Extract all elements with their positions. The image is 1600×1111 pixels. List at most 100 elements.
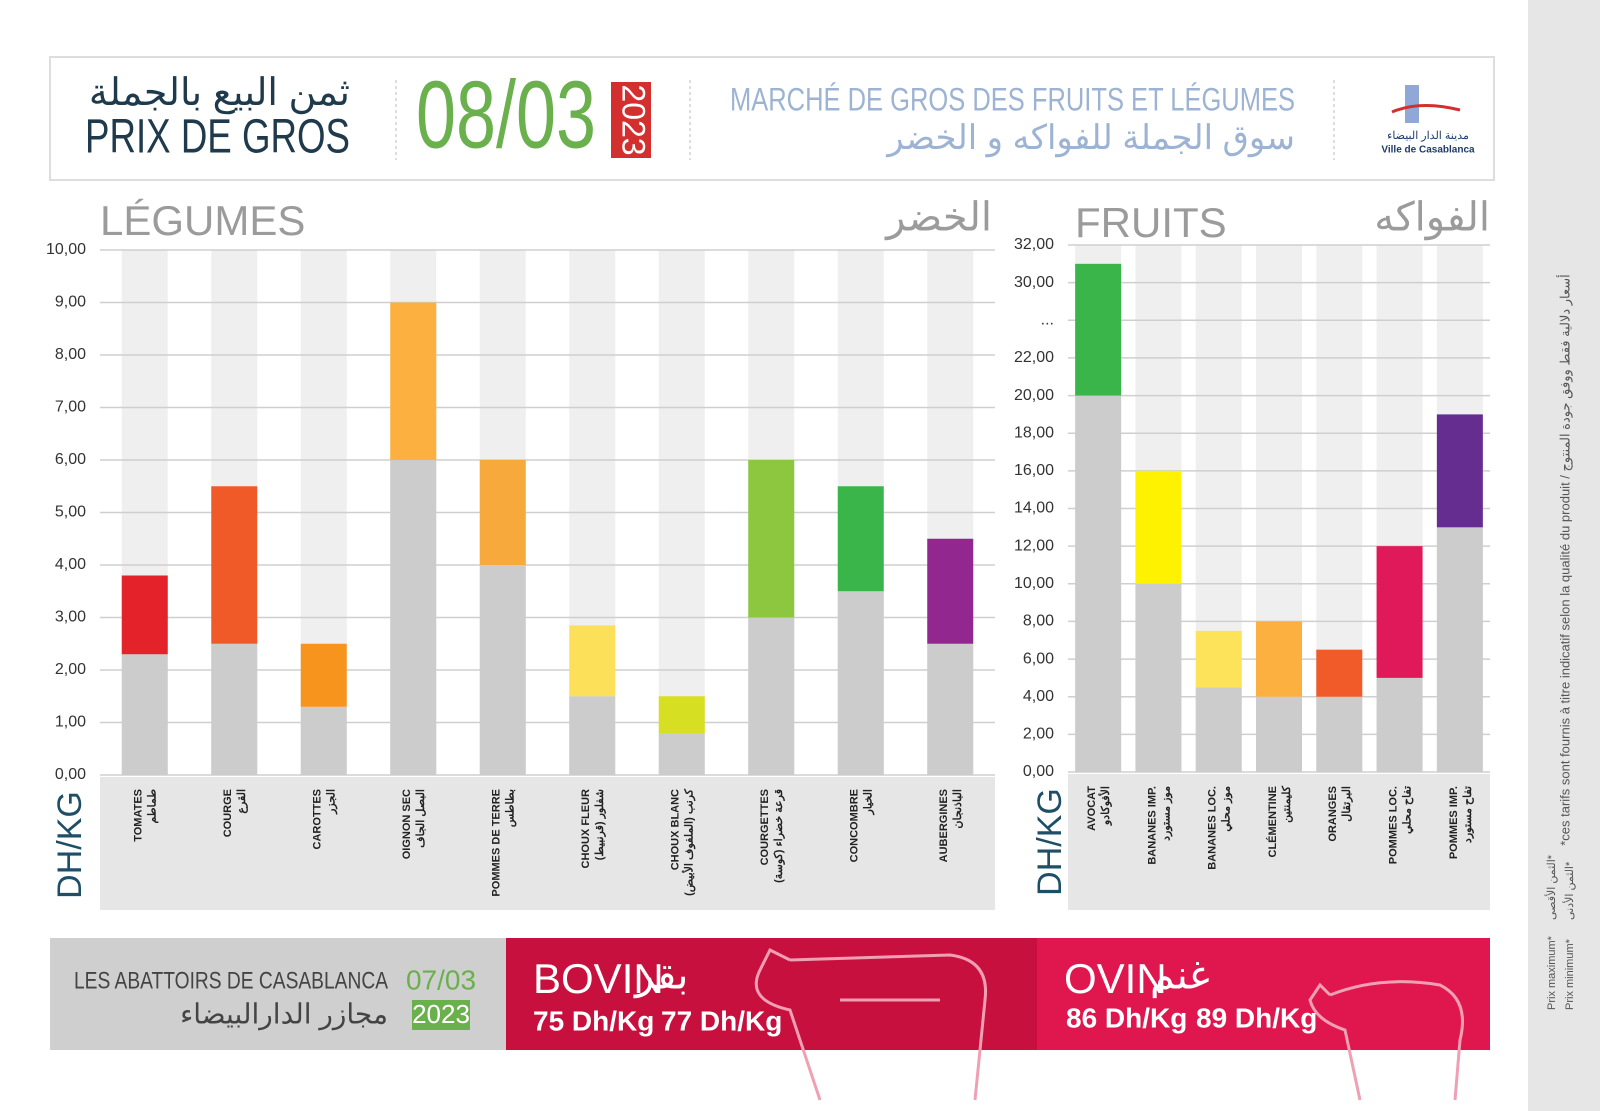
abattoirs-panel [50, 938, 506, 1050]
chart-title: FRUITS [1075, 199, 1227, 246]
category-label: CHOUX BLANC [670, 789, 682, 870]
bovin-panel [506, 938, 1037, 1050]
category-label: BANANES LOC. [1207, 786, 1219, 870]
header-box [49, 56, 1495, 181]
category-label-ar: البرتقال [1341, 786, 1353, 822]
meat-year: 2023 [412, 999, 470, 1029]
year-box [611, 82, 651, 158]
legend-max-ar: الثمن الأقصى* [1544, 854, 1558, 920]
y-tick-label: 12,00 [1014, 537, 1054, 554]
category-label-ar: تفاح مستورد [1462, 786, 1474, 843]
ovin-fr: OVIN [1064, 955, 1167, 1002]
unit-label: DH/KG [51, 791, 89, 899]
min-bar [390, 460, 437, 775]
category-label: COURGE [222, 789, 234, 837]
abattoirs-ar: مجازر الدارالبيضاء [180, 998, 388, 1030]
max-bar [1376, 546, 1423, 678]
max-bar [1195, 630, 1242, 688]
category-label-ar: تفاح محلي [1401, 786, 1414, 834]
ovin-ar: غنم [1150, 954, 1210, 999]
min-bar [300, 706, 347, 775]
max-bar [300, 643, 347, 707]
header-date: 08/03 [416, 61, 596, 168]
y-tick-label: 1,00 [55, 714, 86, 731]
y-tick-label: ... [1041, 312, 1054, 329]
category-label: AUBERGINES [938, 789, 950, 862]
max-bar [1075, 263, 1122, 396]
min-bar [1075, 395, 1122, 772]
category-label-ar: قرعة خضراء (كوسة) [773, 789, 785, 883]
category-label-ar: البصل الجاف [415, 789, 427, 848]
category-label: BANANES IMP. [1146, 786, 1158, 865]
y-tick-label: 4,00 [1023, 688, 1054, 705]
category-label-ar: الأفوكادو [1098, 786, 1112, 826]
max-bar [479, 460, 526, 565]
y-tick-label: 0,00 [55, 766, 86, 783]
category-label: ORANGES [1327, 786, 1339, 842]
logo-ar: مدينة الدار البيضاء [1387, 130, 1469, 142]
category-label-ar: الجزر [326, 789, 338, 815]
side-note: *ces tarifs sont fournis à titre indicat… [1556, 274, 1573, 846]
cow-outline [754, 947, 988, 1101]
y-tick-label: 2,00 [55, 661, 86, 678]
min-bar [121, 654, 168, 775]
y-tick-label: 7,00 [55, 399, 86, 416]
side-strip [1528, 0, 1600, 1111]
category-label-ar: كرنب (الملفوف الأبيض) [682, 788, 696, 896]
max-bar [211, 486, 258, 644]
y-tick-label: 5,00 [55, 504, 86, 521]
y-tick-label: 10,00 [46, 241, 86, 258]
abattoirs-fr: LES ABATTOIRS DE CASABLANCA [74, 967, 388, 994]
label-strip [100, 777, 995, 910]
min-bar [569, 696, 616, 775]
y-tick-label: 14,00 [1014, 500, 1054, 517]
legend-min-ar: الثمن الأدنى* [1562, 861, 1576, 920]
y-tick-label: 20,00 [1014, 387, 1054, 404]
y-tick-label: 16,00 [1014, 462, 1054, 479]
meat-date: 07/03 [406, 964, 476, 995]
y-tick-label: 8,00 [1023, 613, 1054, 630]
max-bar [927, 538, 974, 644]
min-bar [658, 733, 705, 775]
max-bar [1135, 470, 1182, 584]
market-fr: MARCHÉ DE GROS DES FRUITS ET LÉGUMES [730, 81, 1295, 117]
y-tick-label: 6,00 [1023, 650, 1054, 667]
min-bar [1376, 677, 1423, 772]
min-bar [748, 617, 795, 775]
charts: 0,00 1,00 2,00 3,00 4,00 5,00 6,00 7,00 8,00 9,00… [46, 236, 1490, 910]
category-label: CHOUX FLEUR [580, 789, 592, 869]
category-label: COURGETTES [759, 789, 771, 865]
category-label: OIGNON SEC [401, 789, 413, 859]
min-bar [1135, 583, 1182, 772]
category-label: TOMATES [133, 789, 145, 842]
ovin-max: 89 Dh/Kg [1196, 1002, 1317, 1033]
max-bar [658, 696, 705, 733]
sheep-outline [1308, 980, 1464, 1101]
legend-max: Prix maximum* [1546, 935, 1558, 1010]
category-label-ar: شفلور (قرنبيط) [594, 789, 606, 860]
max-bar [1436, 414, 1483, 528]
meat-year-box [412, 1000, 470, 1030]
y-tick-label: 18,00 [1014, 424, 1054, 441]
header-year: 2023 [616, 84, 652, 155]
chart-title-ar: الفواكه [1374, 196, 1490, 241]
bovin-ar: بقر [633, 954, 688, 999]
category-label-ar: الخيار [863, 789, 875, 816]
min-bar [1316, 696, 1363, 772]
ovin-panel [1037, 938, 1490, 1050]
min-bar [479, 565, 526, 775]
logo [1391, 103, 1461, 114]
min-bar [1256, 696, 1302, 772]
bovin-fr: BOVIN [533, 955, 664, 1002]
y-tick-label: 4,00 [55, 556, 86, 573]
category-label-ar: القرع [236, 789, 248, 814]
category-label-ar: موز محلي [1221, 786, 1234, 832]
legend-min: Prix minimum* [1564, 938, 1576, 1010]
y-tick-label: 3,00 [55, 609, 86, 626]
label-strip [1068, 774, 1490, 910]
category-label-ar: بطاطس [505, 789, 517, 827]
category-label: CONCOMBRE [849, 789, 861, 862]
y-tick-label: 9,00 [55, 294, 86, 311]
category-label: CAROTTES [312, 789, 324, 850]
logo-fr: Ville de Casablanca [1381, 145, 1475, 156]
